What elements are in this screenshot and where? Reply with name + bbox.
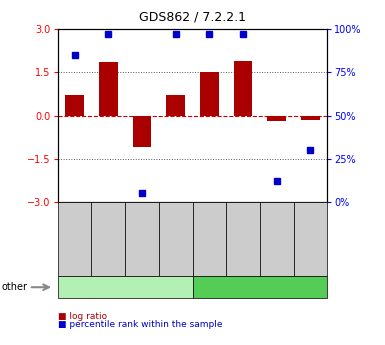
Bar [301, 116, 320, 120]
Bar [99, 62, 117, 116]
Bar [133, 116, 151, 147]
Bar [65, 96, 84, 116]
Bar [166, 96, 185, 116]
Text: other: other [2, 282, 28, 292]
Text: GSM19176: GSM19176 [105, 219, 111, 259]
Text: ■ percentile rank within the sample: ■ percentile rank within the sample [58, 320, 222, 329]
Bar [234, 61, 252, 116]
Text: GSM19181: GSM19181 [274, 219, 280, 259]
Text: ■ log ratio: ■ log ratio [58, 312, 107, 321]
Text: GSM19175: GSM19175 [72, 219, 78, 259]
Text: GSM19179: GSM19179 [206, 219, 213, 259]
Text: GSM19177: GSM19177 [139, 219, 145, 259]
Text: GSM19182: GSM19182 [307, 219, 313, 259]
Text: female: female [108, 282, 142, 292]
Text: GSM19178: GSM19178 [172, 219, 179, 259]
Text: GDS862 / 7.2.2.1: GDS862 / 7.2.2.1 [139, 10, 246, 23]
Bar [268, 116, 286, 121]
Bar [200, 72, 219, 116]
Text: GH-treated male: GH-treated male [219, 282, 301, 292]
Text: GSM19180: GSM19180 [240, 219, 246, 259]
